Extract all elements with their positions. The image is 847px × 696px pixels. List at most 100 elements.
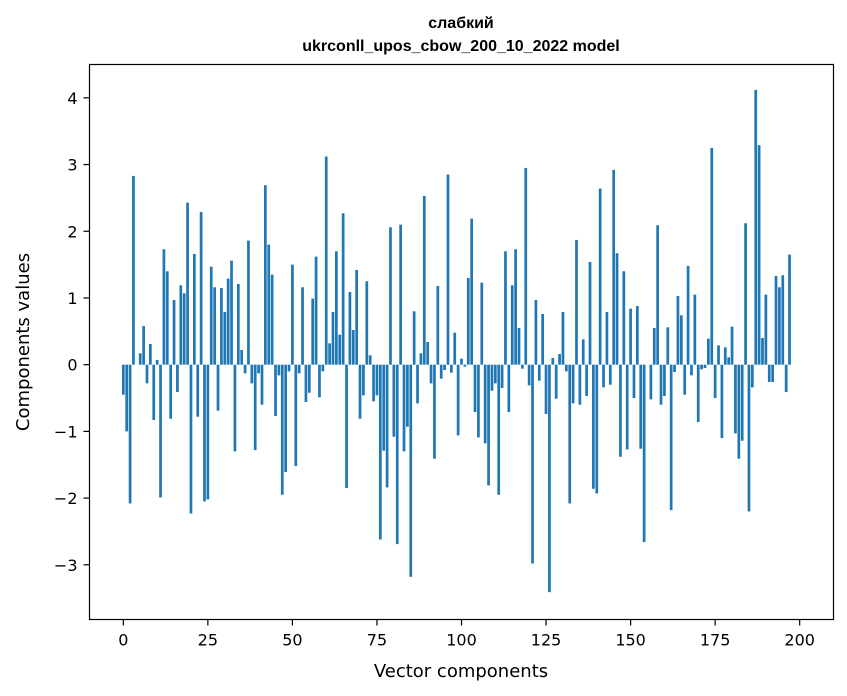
bar-176 <box>717 345 720 365</box>
x-tick-label: 0 <box>118 631 128 650</box>
bar-140 <box>595 364 599 494</box>
bar-159 <box>659 364 663 405</box>
bar-45 <box>274 364 277 417</box>
bar-191 <box>767 364 771 383</box>
y-tick-label: −2 <box>54 489 78 508</box>
bar-123 <box>537 364 541 381</box>
bar-185 <box>747 364 751 512</box>
bar-136 <box>581 339 585 365</box>
bar-46 <box>277 364 281 376</box>
bar-181 <box>734 364 737 434</box>
bar-145 <box>612 169 616 365</box>
bar-153 <box>639 364 643 449</box>
bar-41 <box>260 364 264 405</box>
bar-93 <box>436 285 440 365</box>
bar-98 <box>453 332 457 365</box>
bar-179 <box>727 357 731 365</box>
bar-133 <box>571 364 575 404</box>
bar-37 <box>247 240 250 365</box>
bar-99 <box>456 364 460 436</box>
bar-87 <box>416 364 419 404</box>
bar-142 <box>602 364 605 388</box>
bar-83 <box>402 364 406 452</box>
bar-2 <box>128 364 132 504</box>
bar-90 <box>426 342 430 365</box>
bar-80 <box>392 364 396 437</box>
bar-9 <box>152 364 156 421</box>
bar-109 <box>490 364 494 391</box>
bar-78 <box>385 364 389 488</box>
bar-39 <box>253 364 257 451</box>
bar-42 <box>264 185 267 365</box>
bar-143 <box>605 311 609 365</box>
bar-126 <box>548 364 551 593</box>
x-tick-label: 75 <box>367 631 387 650</box>
bar-1 <box>125 364 129 432</box>
bar-197 <box>788 254 791 365</box>
bar-14 <box>169 364 173 419</box>
bar-81 <box>395 364 399 545</box>
bar-11 <box>159 364 162 498</box>
bar-18 <box>182 293 186 365</box>
bar-173 <box>707 338 710 365</box>
bar-6 <box>142 325 145 365</box>
bar-74 <box>372 364 375 402</box>
bar-156 <box>649 364 653 400</box>
bar-184 <box>744 223 747 365</box>
y-tick-label: −1 <box>54 422 78 441</box>
bar-151 <box>632 364 636 399</box>
y-tick-label: 1 <box>67 289 77 308</box>
bar-24 <box>203 364 206 502</box>
bar-148 <box>622 271 626 365</box>
bar-89 <box>422 195 426 365</box>
bar-62 <box>331 311 335 365</box>
bar-101 <box>463 364 467 367</box>
bar-56 <box>311 298 315 365</box>
bar-113 <box>504 251 507 365</box>
bar-22 <box>196 364 200 417</box>
bar-94 <box>439 364 443 379</box>
bar-73 <box>368 355 372 365</box>
bar-127 <box>551 358 555 365</box>
y-tick-label: 2 <box>67 222 77 241</box>
bar-34 <box>236 283 240 365</box>
bar-35 <box>240 350 244 365</box>
bar-70 <box>358 364 362 419</box>
bar-106 <box>480 282 484 365</box>
bar-112 <box>500 364 504 389</box>
bar-116 <box>514 249 517 365</box>
bar-170 <box>696 364 700 423</box>
bar-111 <box>497 364 501 495</box>
bar-49 <box>287 364 291 372</box>
bar-33 <box>233 364 237 452</box>
y-tick-label: 3 <box>67 156 77 175</box>
bar-194 <box>778 287 781 365</box>
bar-122 <box>534 299 538 365</box>
bar-86 <box>412 311 416 365</box>
bar-132 <box>568 364 572 504</box>
bar-100 <box>460 358 463 365</box>
bar-150 <box>629 308 632 365</box>
bar-91 <box>429 364 433 384</box>
bar-171 <box>700 364 703 370</box>
y-tick-label: 0 <box>67 356 77 375</box>
bar-167 <box>686 265 690 365</box>
chart-subtitle: ukrconll_upos_cbow_200_10_2022 model <box>302 38 619 55</box>
bar-160 <box>663 364 666 397</box>
bar-15 <box>172 299 176 365</box>
bar-38 <box>250 364 254 384</box>
bar-series <box>121 89 791 593</box>
bar-97 <box>450 364 453 373</box>
bar-188 <box>757 145 761 365</box>
bar-182 <box>737 364 741 459</box>
bar-108 <box>487 364 490 486</box>
bar-63 <box>335 251 338 365</box>
bar-61 <box>328 343 331 365</box>
bar-3 <box>132 175 135 365</box>
x-tick-label: 150 <box>615 631 646 650</box>
bar-124 <box>541 313 545 365</box>
bar-152 <box>636 305 639 365</box>
bar-141 <box>598 188 602 365</box>
bar-36 <box>243 364 247 374</box>
y-axis-label: Components values <box>13 253 34 431</box>
